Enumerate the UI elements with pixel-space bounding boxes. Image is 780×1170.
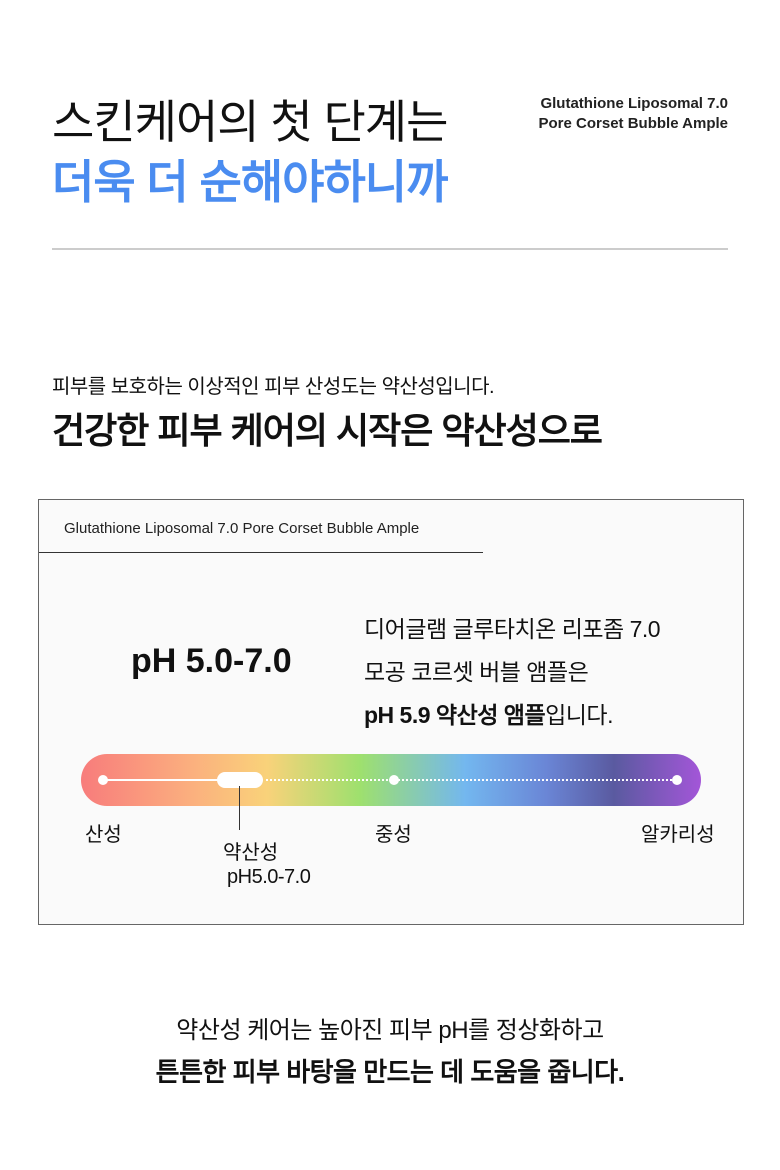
label-neutral: 중성: [375, 824, 412, 846]
label-weak-acid-range: pH5.0-7.0: [227, 866, 311, 888]
ph-description: 디어글램 글루타치온 리포좀 7.0 모공 코르셋 버블 앰플은 pH 5.9 …: [364, 608, 661, 737]
ph-range: pH 5.0-7.0: [131, 642, 292, 680]
divider: [52, 248, 728, 250]
intro-headline: 건강한 피부 케어의 시작은 약산성으로: [52, 410, 603, 451]
desc-line-2: 모공 코르셋 버블 앰플은: [364, 659, 589, 685]
scale-line-solid: [103, 779, 243, 781]
marker-pointer-line: [239, 786, 240, 830]
label-acid: 산성: [85, 824, 122, 846]
ph-info-box: Glutathione Liposomal 7.0 Pore Corset Bu…: [38, 499, 744, 925]
ph-scale-bar: [81, 754, 701, 806]
footer-line-2: 튼튼한 피부 바탕을 만드는 데 도움을 줍니다.: [155, 1057, 625, 1087]
desc-line-1: 디어글램 글루타치온 리포좀 7.0: [364, 616, 661, 642]
intro-subtitle: 피부를 보호하는 이상적인 피부 산성도는 약산성입니다.: [52, 376, 495, 398]
title-line-1: 스킨케어의 첫 단계는: [52, 96, 448, 148]
label-weak-acid: 약산성: [223, 842, 279, 864]
footer-line-1: 약산성 케어는 높아진 피부 pH를 정상화하고: [176, 1017, 604, 1044]
neutral-dot: [389, 775, 399, 785]
product-line-2: Pore Corset Bubble Ample: [538, 115, 728, 132]
desc-line-3-rest: 입니다.: [545, 702, 613, 728]
label-alkaline: 알카리성: [641, 824, 715, 846]
box-tab-label: Glutathione Liposomal 7.0 Pore Corset Bu…: [39, 500, 483, 553]
product-line-1: Glutathione Liposomal 7.0: [540, 95, 728, 112]
title-line-2: 더욱 더 순해야하니까: [52, 156, 448, 208]
desc-line-3-bold: pH 5.9 약산성 앰플: [364, 702, 546, 728]
acid-dot: [98, 775, 108, 785]
weak-acid-marker: [217, 772, 263, 788]
alkaline-dot: [672, 775, 682, 785]
product-name: Glutathione Liposomal 7.0 Pore Corset Bu…: [539, 94, 728, 134]
scale-line-dotted: [261, 779, 676, 781]
